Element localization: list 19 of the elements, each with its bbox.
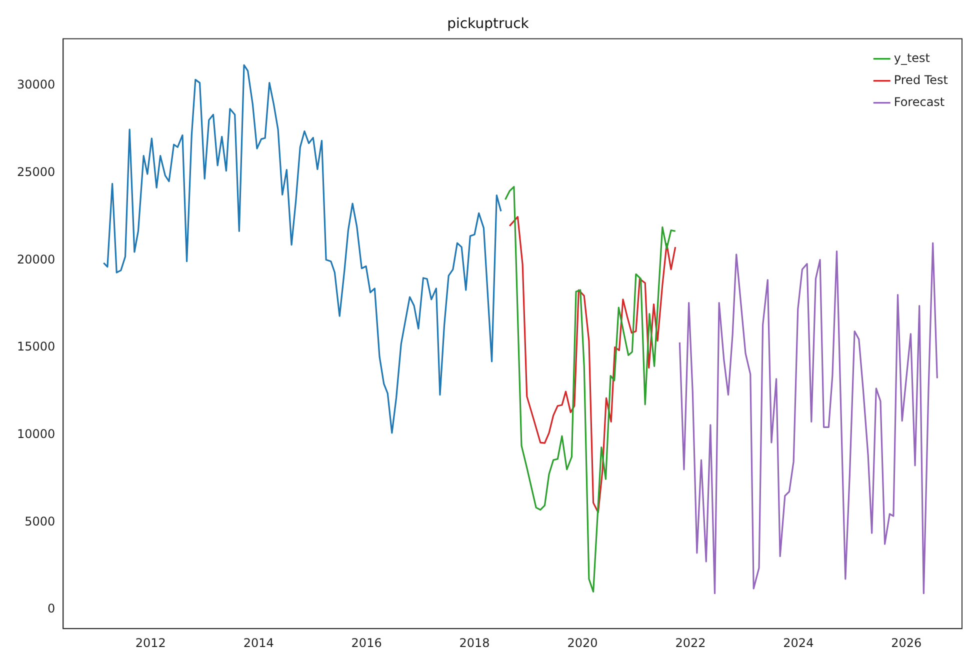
y-tick-label: 5000 [24, 514, 56, 528]
y-tick-label: 30000 [16, 78, 56, 92]
x-tick-label: 2024 [783, 636, 814, 650]
y-tick-label: 25000 [16, 164, 56, 179]
legend-label: Pred Test [894, 72, 948, 87]
x-tick-label: 2018 [459, 636, 490, 650]
y-tick-label: 20000 [16, 252, 56, 266]
y-tick-label: 10000 [16, 426, 56, 441]
legend-label: Forecast [894, 94, 945, 109]
x-tick-label: 2012 [135, 636, 166, 650]
chart-title: pickuptruck [447, 16, 530, 32]
x-tick-label: 2016 [351, 636, 382, 650]
x-tick-label: 2014 [243, 636, 274, 650]
x-tick-label: 2020 [567, 636, 598, 650]
y-tick-label: 0 [48, 602, 56, 616]
y-tick-label: 15000 [16, 340, 56, 354]
legend-label: y_test [894, 50, 930, 65]
x-tick-label: 2026 [891, 636, 922, 650]
x-tick-label: 2022 [675, 636, 706, 650]
